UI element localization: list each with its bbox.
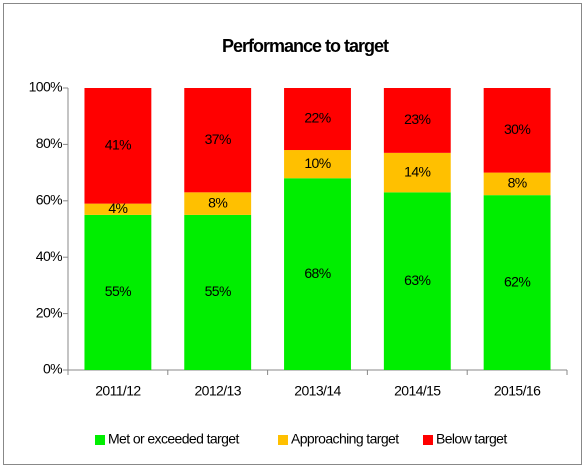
bar-segment [184,214,252,370]
data-label: 8% [208,194,227,210]
bar-segment [383,192,451,370]
data-label: 22% [304,110,330,126]
x-tick-label: 2015/16 [494,383,541,399]
bar-segment [84,214,152,370]
x-tick-label: 2012/13 [194,383,241,399]
bar-segment [483,172,551,196]
legend-swatch [278,435,288,445]
y-tick-label: 100% [29,79,63,95]
bar-segment [483,195,551,370]
data-label: 63% [404,272,430,288]
chart-title: Performance to target [222,36,389,56]
data-label: 55% [205,283,231,299]
bar-segment [284,178,351,370]
bar-segment [84,88,152,204]
y-tick-label: 20% [36,304,62,320]
data-label: 37% [205,131,231,147]
bar-segment [383,152,451,193]
data-label: 10% [304,155,330,171]
data-label: 8% [508,175,527,191]
data-label: 68% [304,265,330,281]
legend-swatch [423,435,433,445]
bar-segment [483,88,551,173]
legend-label: Below target [436,431,507,447]
y-tick-label: 40% [36,248,62,264]
bar-segment [284,88,351,151]
legend-swatch [95,435,105,445]
bar-segment [184,88,252,193]
legend-label: Met or exceeded target [108,431,239,447]
x-tick-label: 2011/12 [95,383,141,399]
bar-segment [84,203,152,215]
data-label: 30% [504,121,530,137]
data-label: 62% [504,273,530,289]
bar-segment [383,88,451,153]
x-tick-label: 2013/14 [294,383,341,399]
data-label: 14% [404,163,430,179]
legend-label: Approaching target [291,431,399,447]
data-label: 4% [108,200,127,216]
y-tick-label: 0% [43,361,62,377]
y-tick-label: 80% [36,135,62,151]
data-label: 23% [404,111,430,127]
bar-segment [284,150,351,179]
data-label: 55% [105,283,131,299]
y-tick-label: 60% [36,192,62,208]
data-label: 41% [105,137,131,153]
x-tick-label: 2014/15 [394,383,441,399]
bar-segment [184,192,252,215]
